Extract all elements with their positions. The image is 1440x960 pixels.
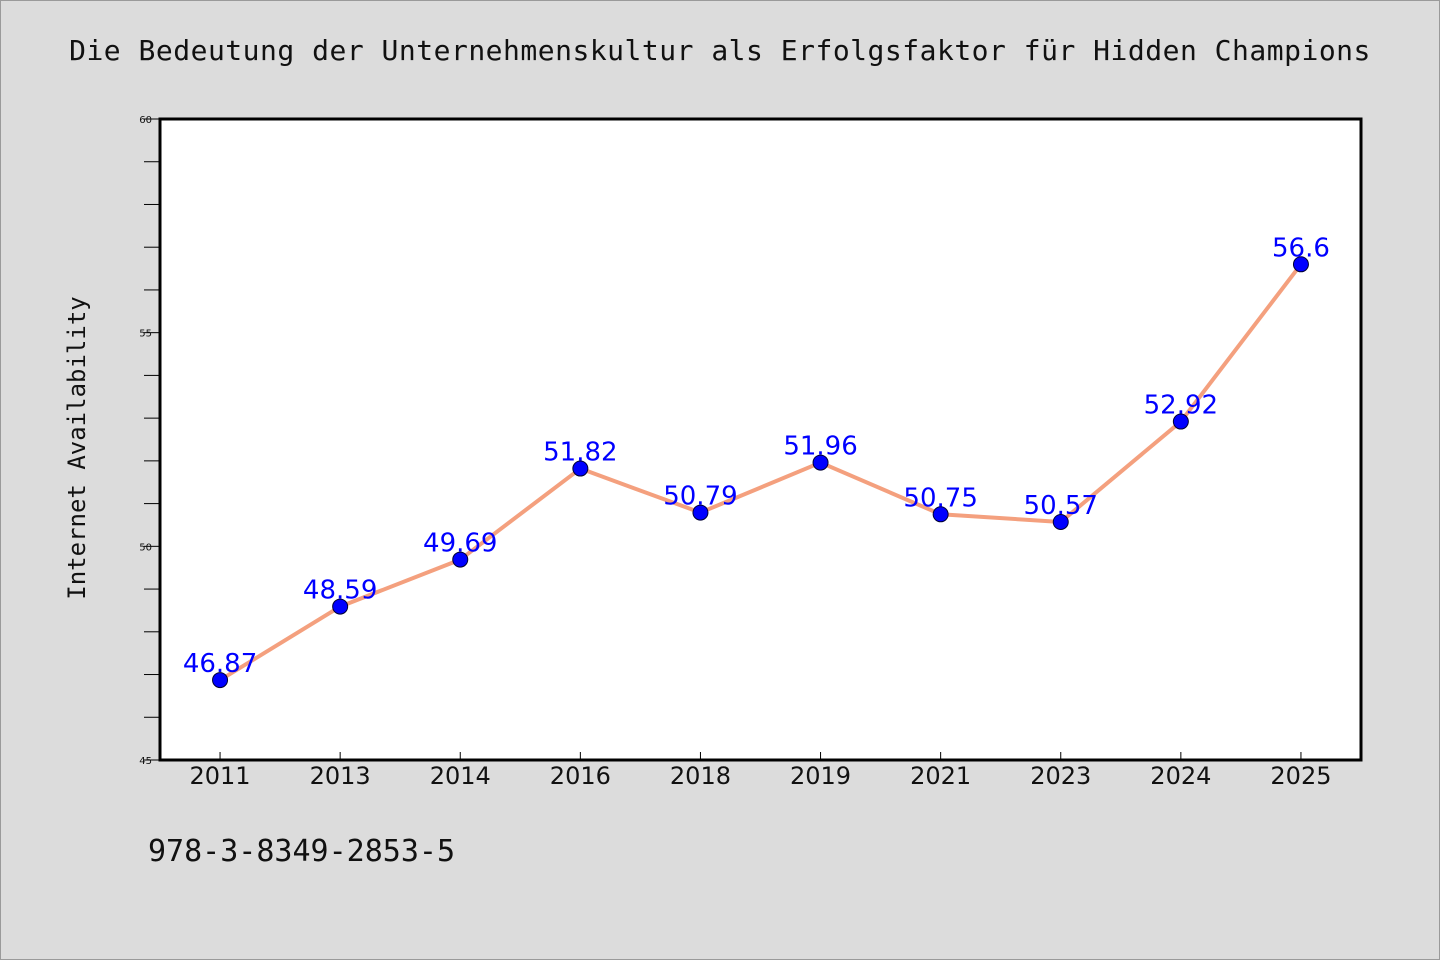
data-point: [572, 460, 589, 477]
data-label: 50.75: [903, 483, 977, 513]
x-tick-label: 2018: [670, 762, 731, 790]
data-label: 46.87: [183, 649, 257, 679]
y-tick-label: 45: [139, 756, 152, 767]
chart-title: Die Bedeutung der Unternehmenskultur als…: [69, 34, 1371, 67]
plot-area: [158, 117, 1363, 762]
x-tick-label: 2024: [1150, 762, 1211, 790]
x-ticks: 2011 2013 2014 2016 2018 2019 2021 2023 2024 2025: [190, 752, 1331, 790]
data-label: 50.57: [1024, 491, 1098, 521]
y-tick-label: 50: [139, 542, 152, 553]
x-tick-label: 2014: [430, 762, 491, 790]
series-line: [218, 262, 1303, 683]
data-label: 52.92: [1144, 391, 1218, 421]
data-label: 50.79: [663, 482, 737, 512]
y-major-ticks: 45 50 55 60: [139, 115, 160, 767]
data-point: [212, 672, 229, 689]
data-label: 51.96: [783, 432, 857, 462]
data-point: [1172, 413, 1189, 430]
data-label: 51.82: [543, 438, 617, 468]
x-tick-label: 2023: [1030, 762, 1091, 790]
data-point: [452, 551, 469, 568]
data-point: [932, 506, 949, 523]
data-point: [332, 598, 349, 615]
y-tick-label: 60: [139, 115, 152, 126]
x-tick-label: 2011: [190, 762, 251, 790]
series-line-group: 46.87 48.59 49.69 51.82 50.79 51.96 50.75 50.57…: [183, 233, 1330, 689]
data-point: [1292, 256, 1309, 273]
y-tick-label: 55: [139, 329, 152, 340]
data-point: [1052, 513, 1069, 530]
data-label: 48.59: [303, 576, 377, 606]
x-tick-label: 2016: [550, 762, 611, 790]
data-point: [692, 504, 709, 521]
x-tick-label: 2021: [910, 762, 971, 790]
x-tick-label: 2019: [790, 762, 851, 790]
x-tick-label: 2013: [310, 762, 371, 790]
y-minor-ticks: [144, 161, 160, 718]
data-label: 49.69: [423, 529, 497, 559]
data-label: 56.6: [1272, 233, 1330, 263]
x-tick-label: 2025: [1270, 762, 1331, 790]
isbn-footer: 978-3-8349-2853-5: [148, 834, 456, 869]
data-point: [812, 454, 829, 471]
y-axis-label: Internet Availability: [63, 296, 91, 599]
